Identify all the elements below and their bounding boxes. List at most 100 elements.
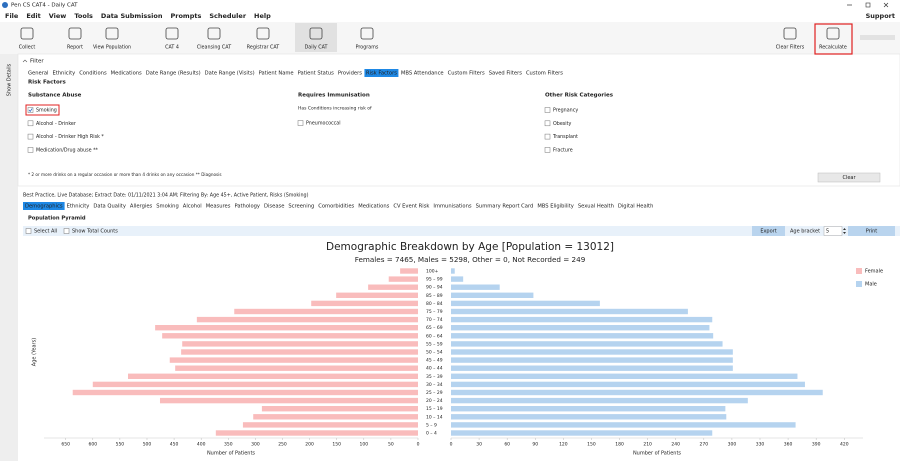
checkbox-label[interactable]: Obesity [553,121,571,127]
report-tab[interactable]: Measures [206,204,231,210]
toolbar-button[interactable]: Cleansing CAT [197,45,231,51]
filter-tab[interactable]: Custom Filters [526,71,563,77]
toolbar-button[interactable]: View Population [93,45,131,51]
filter-tab[interactable]: Providers [338,71,362,77]
filter-tab[interactable]: MBS Attendance [401,71,444,77]
toolbar-button[interactable]: Programs [356,45,379,51]
age-label: 85 – 89 [426,293,443,299]
side-tab[interactable]: Show Details [7,63,13,96]
menu-item[interactable]: Scheduler [209,12,246,20]
checkbox[interactable] [544,120,551,127]
filter-tab[interactable]: Saved Filters [489,71,523,77]
clear-button[interactable] [817,172,881,183]
spinner[interactable] [843,228,846,234]
menu-item[interactable]: File [5,12,19,20]
checkbox[interactable] [27,147,34,153]
menu-item[interactable]: Edit [26,12,40,20]
export-label[interactable]: Export [760,229,776,235]
filter-tab[interactable]: Medications [111,71,142,77]
filter-tab[interactable]: General [28,71,48,77]
filter-tab[interactable]: Custom Filters [448,71,485,77]
report-tab[interactable]: Immunisations [433,204,471,210]
filter-tab[interactable]: Date Range (Visits) [205,71,255,77]
checkbox-label[interactable]: Medication/Drug abuse ** [36,147,99,153]
toolbar-button[interactable]: Registrar CAT [247,45,279,51]
filter-tab[interactable]: Ethnicity [52,71,75,77]
report-tab[interactable]: Disease [264,204,284,210]
report-tab[interactable]: Screening [288,204,314,210]
report-tab[interactable]: Digital Health [618,204,654,210]
report-tab[interactable]: Ethnicity [67,204,90,210]
age-label: 35 – 39 [426,374,443,380]
checkbox[interactable] [544,107,551,113]
maximize[interactable] [865,2,871,8]
menu-item[interactable]: Prompts [170,12,201,20]
report-tab[interactable]: Allergies [130,204,153,210]
support-link[interactable]: Support [866,12,895,20]
report-tab[interactable]: Pathology [234,204,260,210]
checkbox-label[interactable]: Pregnancy [553,108,578,114]
checkbox-label[interactable]: Alcohol - Drinker High Risk * [36,134,104,140]
report-tab[interactable]: Data Quality [93,204,126,210]
filter-header[interactable]: Filter [30,59,44,65]
toolbar-icon [105,27,119,40]
checkbox-label[interactable]: Smoking [36,108,57,114]
checkbox[interactable] [297,120,304,126]
checkbox-label[interactable]: Alcohol - Drinker [36,121,76,127]
checkbox[interactable] [544,133,551,140]
checkbox[interactable] [63,228,70,234]
close[interactable] [883,2,889,8]
report-tab[interactable]: CV Event Risk [393,204,429,210]
checkbox-label[interactable]: Transplant [552,134,578,140]
menu-item[interactable]: View [49,12,67,20]
export-button[interactable] [752,226,785,236]
report-tab[interactable]: Smoking [156,204,179,210]
checkbox-check [28,108,33,112]
menu-item[interactable]: Tools [74,12,93,20]
toolbar-button[interactable]: Clear Filters [776,45,805,51]
menu-item[interactable]: Data Submission [101,12,163,20]
show-total-counts[interactable]: Show Total Counts [72,229,118,235]
filter-tab[interactable]: Risk Factors [366,71,397,77]
legend-swatch [856,281,862,287]
select-all[interactable]: Select All [34,229,57,235]
print-label[interactable]: Print [866,229,878,235]
report-tab[interactable]: Medications [358,204,389,210]
checkbox[interactable] [544,147,551,153]
toolbar-button[interactable]: Recalculate [819,45,847,51]
checkbox[interactable] [25,228,32,234]
age-bracket-input[interactable] [823,226,843,236]
filter-tab[interactable]: Date Range (Results) [146,71,201,77]
report-tab[interactable]: Comorbidities [318,204,354,210]
age-label: 70 – 74 [426,317,443,323]
status-line: Best Practice, Live Database; Extract Da… [23,193,309,199]
toolbar-button[interactable]: Daily CAT [305,45,328,51]
checkbox[interactable] [27,107,34,113]
filter-tab[interactable]: Patient Name [259,71,294,77]
x-tick-label: 0 [417,442,420,448]
x2-tick-label: 210 [643,442,652,448]
filter-tab[interactable]: Patient Status [298,71,335,77]
report-tab[interactable]: Sexual Health [578,204,614,210]
toolbar-button[interactable]: Collect [19,45,36,51]
print-button[interactable] [848,226,895,236]
report-tab[interactable]: Alcohol [183,204,202,210]
toolbar-button[interactable]: Report [67,45,83,51]
filter-tab[interactable]: Conditions [79,71,107,77]
menu-item[interactable]: Help [254,12,271,20]
report-tab[interactable]: Summary Report Card [476,204,534,210]
age-label: 60 – 64 [426,333,443,339]
filter-panel [17,53,900,187]
report-tab[interactable]: Demographics [25,204,63,210]
toolbar-button[interactable]: CAT 4 [165,45,179,51]
clear-button-label[interactable]: Clear [842,175,856,181]
report-tab[interactable]: MBS Eligibility [537,204,574,210]
age-bracket-value[interactable]: 5 [826,229,829,235]
age-label: 80 – 84 [426,301,443,307]
checkbox[interactable] [27,133,34,140]
checkbox-label[interactable]: Fracture [553,147,573,153]
bar [72,389,418,396]
checkbox[interactable] [27,120,34,127]
checkbox-label[interactable]: Pneumococcal [306,121,341,127]
sub-tab[interactable]: Population Pyramid [28,216,86,222]
